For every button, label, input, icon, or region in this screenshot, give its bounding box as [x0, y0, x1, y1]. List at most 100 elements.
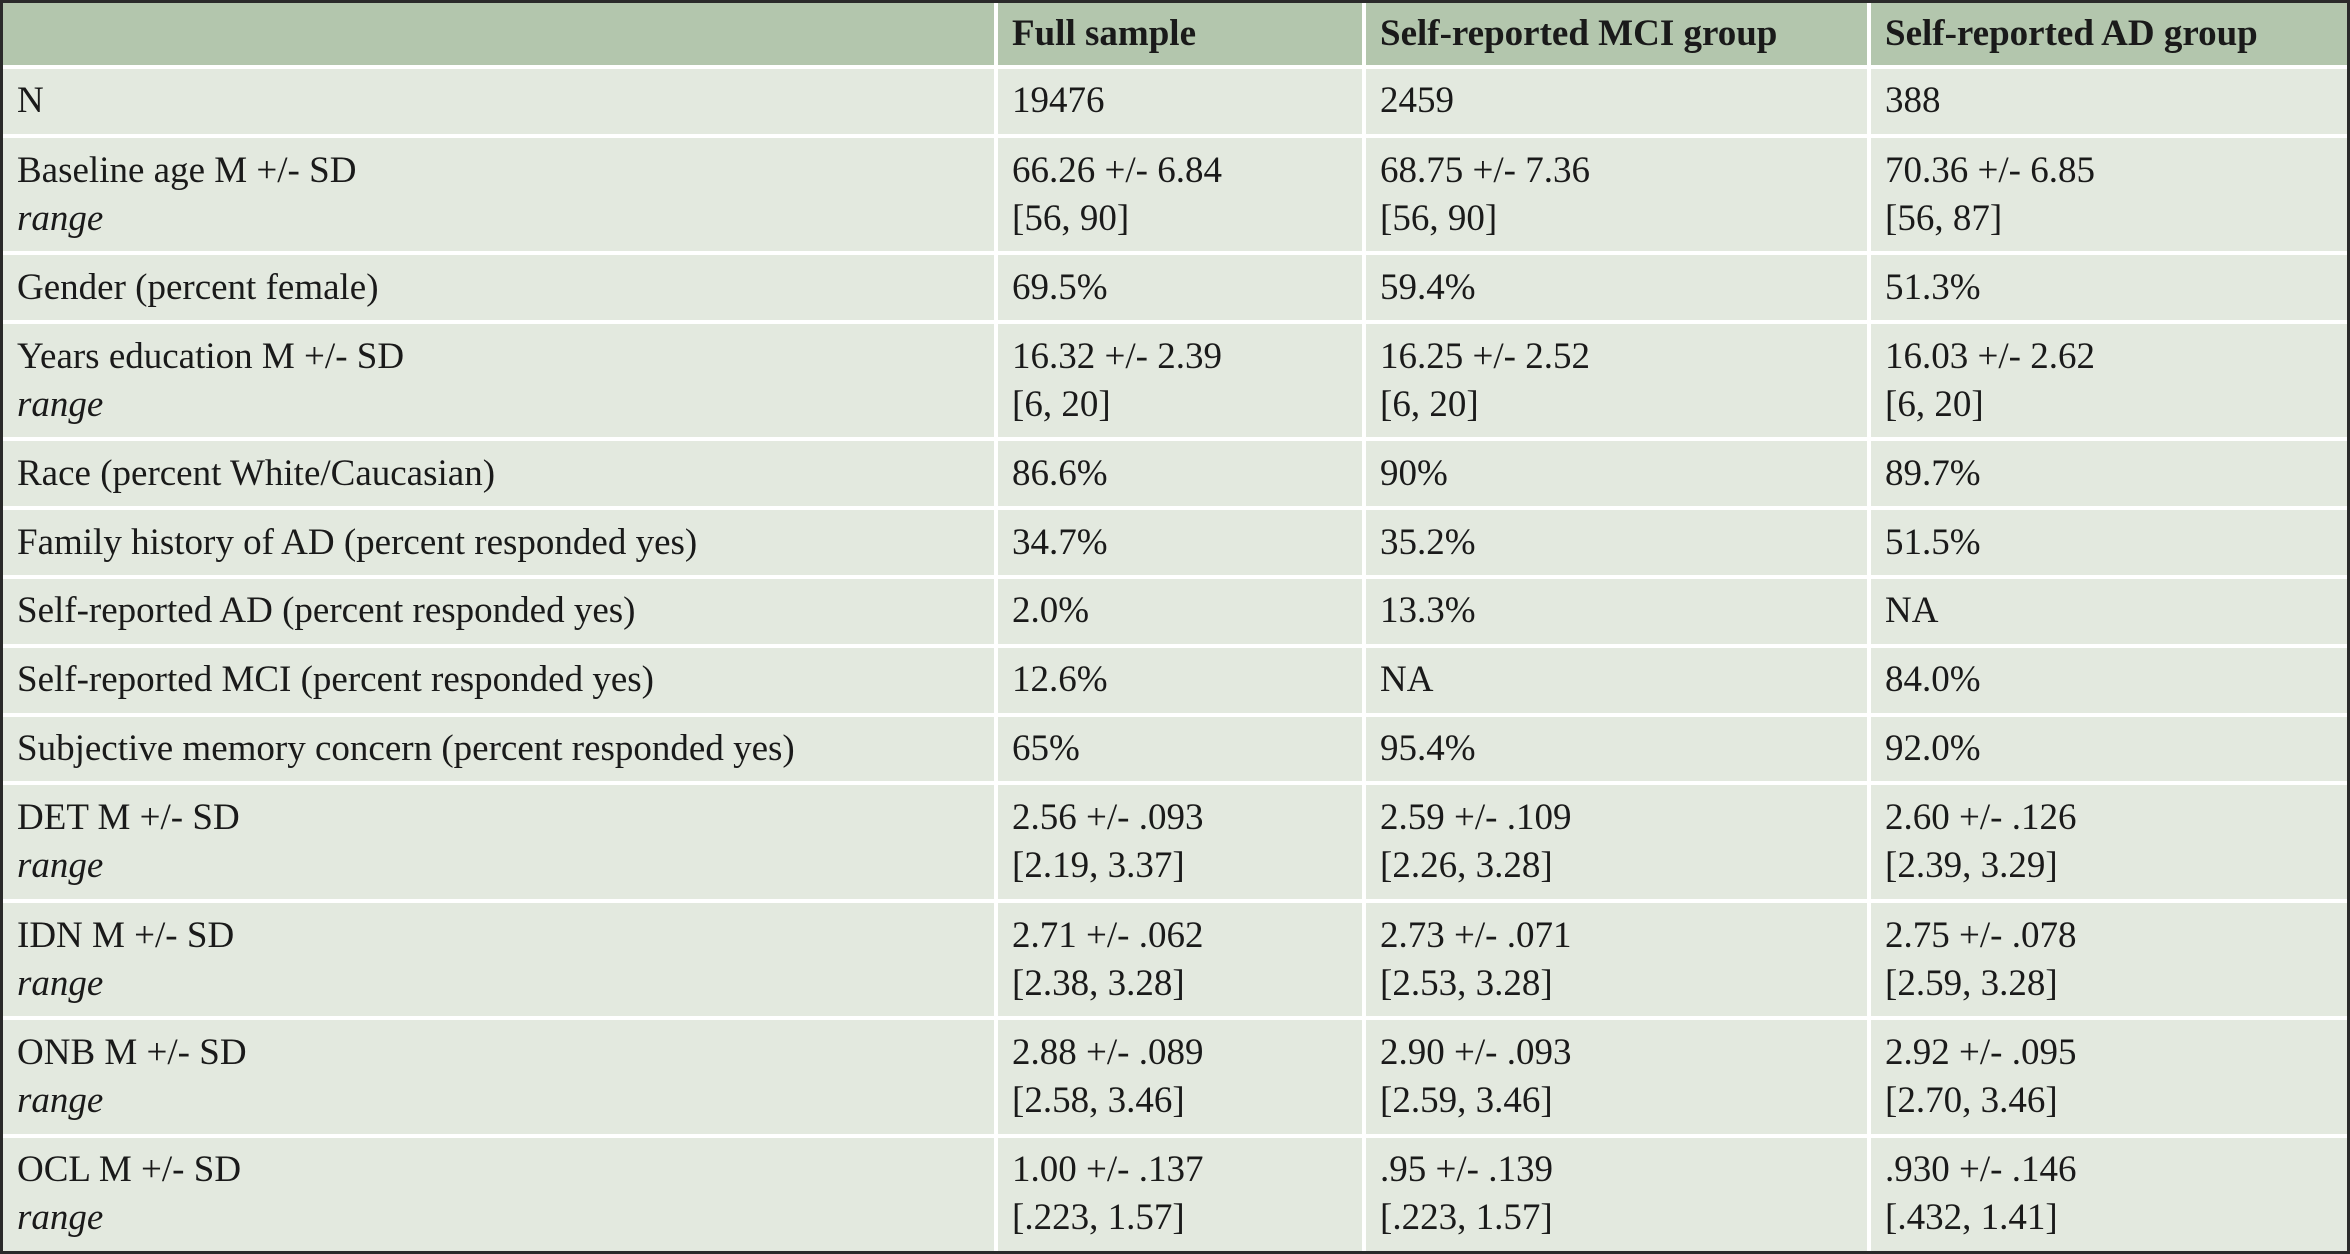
cell-value: 90% [1380, 452, 1448, 494]
cell-mci-group: 2.59 +/- .109 [2.26, 3.28] [1364, 783, 1871, 903]
cell-range: [6, 20] [1012, 383, 1111, 425]
cell-value: 89.7% [1885, 452, 1981, 494]
cell-value: 35.2% [1380, 521, 1476, 563]
cell-full-sample: 66.26 +/- 6.84 [56, 90] [996, 135, 1366, 256]
cell-value: 13.3% [1380, 590, 1476, 632]
row-label-cell: Self-reported MCI (percent responded yes… [3, 645, 998, 717]
cell-ad-group: 92.0% [1869, 714, 2347, 786]
cell-value: 16.25 +/- 2.52 [1380, 335, 1590, 377]
cell-range: [2.53, 3.28] [1380, 962, 1553, 1004]
cell-value: NA [1380, 659, 1434, 701]
row-label-cell: Subjective memory concern (percent respo… [3, 714, 998, 786]
table-row: Subjective memory concern (percent respo… [3, 714, 2347, 786]
cell-value: 66.26 +/- 6.84 [1012, 149, 1222, 191]
cell-value: 2.56 +/- .093 [1012, 797, 1204, 839]
table-row: IDN M +/- SD range 2.71 +/- .062 [2.38, 3.2… [3, 900, 2347, 1021]
cell-ad-group: 89.7% [1869, 439, 2347, 511]
cell-value: NA [1885, 590, 1939, 632]
cell-value: 2.60 +/- .126 [1885, 797, 2077, 839]
cell-range: [6, 20] [1380, 383, 1479, 425]
table-row: Years education M +/- SD range 16.32 +/- 2… [3, 322, 2347, 442]
cell-full-sample: 69.5% [996, 253, 1366, 324]
table-row: Race (percent White/Caucasian) 86.6% 90% 89… [3, 439, 2347, 511]
cell-value: 2.88 +/- .089 [1012, 1031, 1204, 1073]
cell-range: [56, 87] [1885, 197, 2003, 239]
row-label-cell: Family history of AD (percent responded … [3, 508, 998, 579]
row-label: Years education M +/- SD [17, 335, 405, 377]
cell-range: [2.58, 3.46] [1012, 1079, 1185, 1121]
cell-value: 70.36 +/- 6.85 [1885, 149, 2095, 191]
cell-value: 51.3% [1885, 266, 1981, 308]
cell-range: [2.19, 3.37] [1012, 845, 1185, 887]
cell-value: 2.90 +/- .093 [1380, 1031, 1572, 1073]
cell-mci-group: 2.90 +/- .093 [2.59, 3.46] [1364, 1018, 1871, 1138]
cell-range: [6, 20] [1885, 383, 1984, 425]
cell-value: 2459 [1380, 80, 1454, 122]
cell-ad-group: 2.60 +/- .126 [2.39, 3.29] [1869, 783, 2347, 903]
row-label: OCL M +/- SD [17, 1149, 242, 1191]
cell-mci-group: 59.4% [1364, 253, 1871, 324]
row-label-cell: OCL M +/- SD range [3, 1135, 998, 1251]
cell-value: 65% [1012, 728, 1080, 770]
cell-value: 2.73 +/- .071 [1380, 914, 1572, 956]
row-label: Gender (percent female) [17, 266, 379, 308]
cell-value: 16.32 +/- 2.39 [1012, 335, 1222, 377]
cell-range: [2.39, 3.29] [1885, 845, 2058, 887]
table-body: N 19476 2459 388 Baseline age M +/- SD range 6… [3, 67, 2347, 1251]
cell-range: [2.26, 3.28] [1380, 845, 1553, 887]
row-label-cell: Years education M +/- SD range [3, 322, 998, 442]
row-label: Subjective memory concern (percent respo… [17, 728, 795, 770]
row-sublabel: range [17, 1079, 104, 1121]
row-label: Self-reported AD (percent responded yes) [17, 590, 636, 632]
demographics-table: Full sample Self-reported MCI group Self… [3, 3, 2347, 1251]
row-label-cell: Race (percent White/Caucasian) [3, 439, 998, 511]
cell-ad-group: 51.5% [1869, 508, 2347, 579]
table-row: Gender (percent female) 69.5% 59.4% 51.3% [3, 253, 2347, 324]
cell-mci-group: .95 +/- .139 [.223, 1.57] [1364, 1135, 1871, 1251]
cell-range: [.432, 1.41] [1885, 1197, 2058, 1239]
row-label: Baseline age M +/- SD [17, 149, 357, 191]
cell-mci-group: 95.4% [1364, 714, 1871, 786]
cell-range: [2.38, 3.28] [1012, 962, 1185, 1004]
cell-ad-group: 2.92 +/- .095 [2.70, 3.46] [1869, 1018, 2347, 1138]
cell-mci-group: 35.2% [1364, 508, 1871, 579]
cell-full-sample: 2.56 +/- .093 [2.19, 3.37] [996, 783, 1366, 903]
cell-full-sample: 1.00 +/- .137 [.223, 1.57] [996, 1135, 1366, 1251]
cell-range: [.223, 1.57] [1380, 1197, 1553, 1239]
row-label: Self-reported MCI (percent responded yes… [17, 659, 654, 701]
table-row: OCL M +/- SD range 1.00 +/- .137 [.223, 1.5… [3, 1135, 2347, 1251]
cell-ad-group: 388 [1869, 67, 2347, 138]
cell-value: 2.0% [1012, 590, 1090, 632]
row-label-cell: DET M +/- SD range [3, 783, 998, 903]
row-label-cell: IDN M +/- SD range [3, 900, 998, 1021]
row-label: Race (percent White/Caucasian) [17, 452, 496, 494]
row-sublabel: range [17, 383, 104, 425]
cell-value: 59.4% [1380, 266, 1476, 308]
cell-range: [56, 90] [1380, 197, 1498, 239]
cell-range: [.223, 1.57] [1012, 1197, 1185, 1239]
cell-value: 16.03 +/- 2.62 [1885, 335, 2095, 377]
cell-value: 51.5% [1885, 521, 1981, 563]
cell-value: .95 +/- .139 [1380, 1149, 1553, 1191]
cell-value: 34.7% [1012, 521, 1108, 563]
cell-ad-group: 2.75 +/- .078 [2.59, 3.28] [1869, 900, 2347, 1021]
cell-full-sample: 12.6% [996, 645, 1366, 717]
cell-value: 95.4% [1380, 728, 1476, 770]
cell-full-sample: 2.71 +/- .062 [2.38, 3.28] [996, 900, 1366, 1021]
cell-value: 2.71 +/- .062 [1012, 914, 1204, 956]
table-row: ONB M +/- SD range 2.88 +/- .089 [2.58, 3.4… [3, 1018, 2347, 1138]
cell-full-sample: 19476 [996, 67, 1366, 138]
table-row: N 19476 2459 388 [3, 67, 2347, 138]
row-label-cell: Baseline age M +/- SD range [3, 135, 998, 256]
row-sublabel: range [17, 197, 104, 239]
row-label: IDN M +/- SD [17, 914, 235, 956]
cell-range: [2.59, 3.28] [1885, 962, 2058, 1004]
header-mci-group: Self-reported MCI group [1364, 3, 1871, 69]
cell-value: .930 +/- .146 [1885, 1149, 2077, 1191]
table-row: Self-reported AD (percent responded yes)… [3, 577, 2347, 648]
cell-value: 92.0% [1885, 728, 1981, 770]
row-label: DET M +/- SD [17, 797, 240, 839]
cell-ad-group: NA [1869, 577, 2347, 648]
cell-value: 2.92 +/- .095 [1885, 1031, 2077, 1073]
cell-ad-group: .930 +/- .146 [.432, 1.41] [1869, 1135, 2347, 1251]
